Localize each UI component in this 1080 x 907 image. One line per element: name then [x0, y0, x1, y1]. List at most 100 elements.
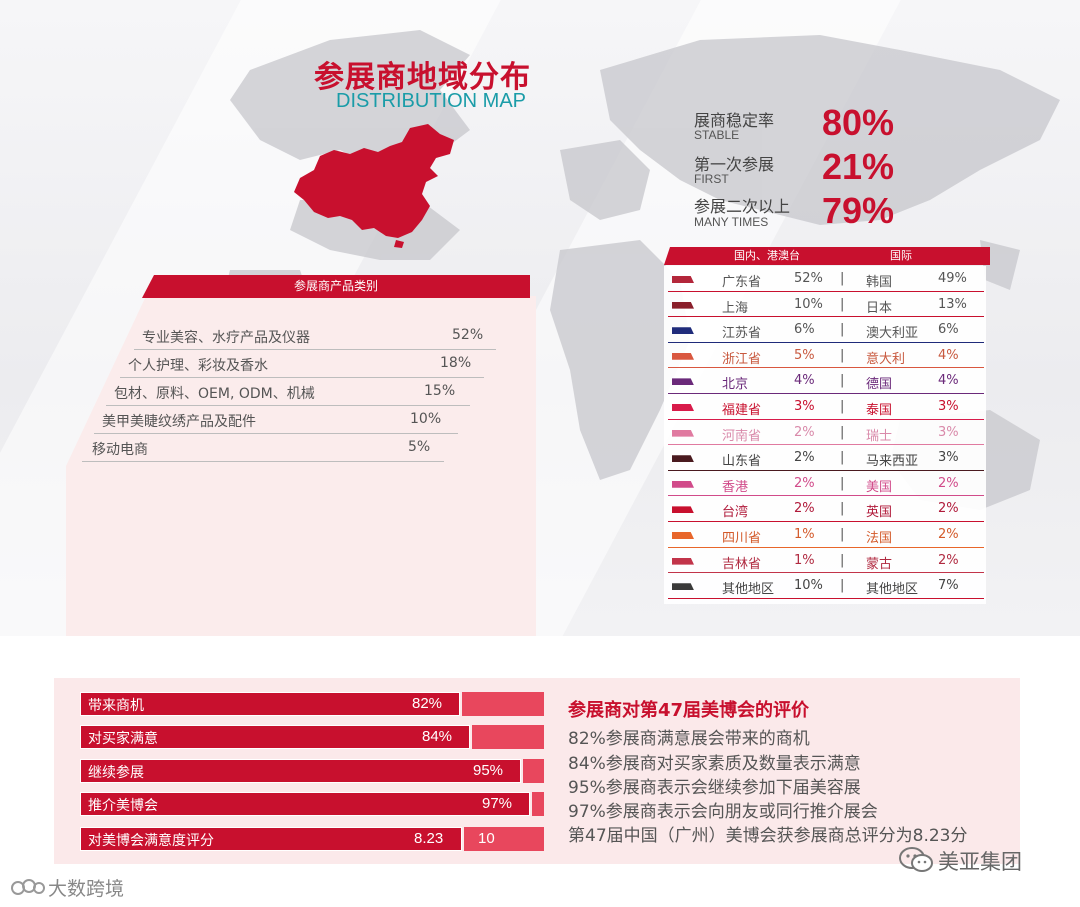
region-color-swatch	[672, 532, 694, 539]
stat-label: 第一次参展	[694, 155, 775, 174]
region-international-percent: 4%	[938, 373, 959, 389]
region-domestic-percent: 52%	[794, 271, 823, 286]
bar-label: 推介美博会	[88, 798, 158, 814]
bar-value-label: 84%	[422, 728, 453, 745]
stat-label: 展商稳定率	[694, 111, 775, 130]
category-percent: 5%	[408, 439, 431, 455]
region-row: 上海 10% | 日本 13%	[668, 292, 984, 318]
category-name: 美甲美睫纹绣产品及配件	[102, 414, 256, 430]
bar-remainder	[462, 692, 544, 716]
region-domestic-name: 江苏省	[722, 326, 762, 342]
region-color-swatch	[672, 480, 694, 488]
region-row: 北京 4% | 德国 4%	[668, 368, 984, 394]
region-international-name: 瑞士	[866, 428, 893, 444]
region-international-percent: 2%	[938, 501, 959, 517]
bar-label: 对买家满意	[88, 731, 158, 747]
region-row: 江苏省 6% | 澳大利亚 6%	[668, 317, 984, 343]
region-domestic-percent: 2%	[794, 501, 815, 517]
region-domestic-name: 上海	[722, 300, 749, 316]
region-color-swatch	[672, 276, 694, 283]
region-separator: |	[840, 271, 845, 286]
evaluation-line: 97%参展商表示会向朋友或同行推介展会	[568, 802, 878, 822]
region-domestic-name: 其他地区	[722, 582, 775, 598]
region-domestic-name: 台湾	[722, 505, 749, 521]
bar-fill	[80, 692, 460, 716]
stat-value: 80%	[822, 102, 895, 143]
bar-fill	[80, 827, 462, 851]
page-subtitle: DISTRIBUTION MAP	[336, 90, 527, 112]
stat-value: 79%	[822, 190, 895, 231]
region-separator: |	[840, 552, 845, 568]
region-row: 山东省 2% | 马来西亚 3%	[668, 445, 984, 471]
region-separator: |	[840, 347, 845, 363]
category-percent: 18%	[440, 355, 472, 371]
bar-item: 推介美博会 97%	[80, 792, 544, 816]
region-color-swatch	[672, 429, 694, 437]
evaluation-line: 84%参展商对买家素质及数量表示满意	[568, 754, 861, 774]
region-international-name: 英国	[866, 505, 893, 521]
region-domestic-name: 四川省	[722, 531, 762, 546]
region-row: 河南省 2% | 瑞士 3%	[668, 420, 984, 446]
region-international-name: 韩国	[866, 275, 893, 290]
bar-item: 对买家满意 84%	[80, 725, 544, 749]
category-percent: 15%	[424, 383, 456, 399]
region-color-swatch	[672, 301, 694, 309]
category-percent: 52%	[452, 327, 484, 343]
region-domestic-name: 浙江省	[722, 351, 762, 367]
stat-label: 参展二次以上	[694, 197, 791, 216]
evaluation-line: 第47届中国（广州）美博会获参展商总评分为8.23分	[568, 826, 968, 846]
bar-value-label: 95%	[473, 762, 504, 779]
region-international-percent: 4%	[938, 347, 959, 363]
bar-item: 带来商机 82%	[80, 692, 544, 716]
region-separator: |	[840, 424, 845, 440]
bar-fill	[80, 792, 530, 816]
evaluation-line: 82%参展商满意展会带来的商机	[568, 729, 810, 749]
region-separator: |	[840, 399, 845, 414]
bar-label: 带来商机	[88, 698, 144, 714]
category-header: 参展商产品类别	[142, 275, 530, 298]
bar-remainder	[472, 725, 544, 749]
region-international-percent: 2%	[938, 475, 959, 491]
region-color-swatch	[672, 378, 694, 386]
region-table-background	[664, 266, 986, 604]
region-domestic-percent: 6%	[794, 322, 815, 338]
region-color-swatch	[672, 327, 694, 335]
region-row: 福建省 3% | 泰国 3%	[668, 394, 984, 420]
region-domestic-name: 福建省	[722, 403, 762, 418]
region-separator: |	[840, 450, 845, 466]
region-separator: |	[840, 296, 845, 312]
bar-label: 继续参展	[88, 765, 144, 781]
region-color-swatch	[672, 404, 694, 411]
footer-source: 大数跨境	[48, 878, 125, 900]
category-name: 包材、原料、OEM, ODM、机械	[114, 386, 315, 402]
category-panel-background	[66, 296, 536, 636]
region-international-name: 德国	[866, 377, 893, 393]
bar-remainder	[523, 759, 544, 783]
region-row: 香港 2% | 美国 2%	[668, 471, 984, 497]
region-international-percent: 49%	[938, 271, 967, 286]
evaluation-title: 参展商对第47届美博会的评价	[568, 700, 810, 721]
bar-value-label: 8.23	[414, 830, 444, 847]
region-row: 台湾 2% | 英国 2%	[668, 496, 984, 522]
region-international-percent: 3%	[938, 450, 959, 466]
stat-value: 21%	[822, 146, 895, 187]
region-international-percent: 6%	[938, 322, 959, 338]
category-name: 个人护理、彩妆及香水	[128, 358, 268, 374]
region-row: 浙江省 5% | 意大利 4%	[668, 343, 984, 369]
china-map-icon	[294, 124, 454, 248]
brand-logo-icon	[11, 879, 45, 895]
region-domestic-percent: 2%	[794, 424, 815, 440]
category-row: 专业美容、水疗产品及仪器 52%	[134, 324, 496, 350]
region-international-percent: 2%	[938, 552, 959, 568]
region-separator: |	[840, 527, 845, 542]
region-domestic-percent: 1%	[794, 527, 815, 542]
region-domestic-percent: 10%	[794, 578, 823, 594]
bar-fill	[80, 759, 521, 783]
bar-remainder	[532, 792, 544, 816]
region-separator: |	[840, 475, 845, 491]
region-color-swatch	[672, 352, 694, 360]
region-international-name: 蒙古	[866, 556, 893, 572]
region-domestic-percent: 4%	[794, 373, 815, 389]
region-domestic-name: 吉林省	[722, 556, 762, 572]
region-international-name: 意大利	[866, 351, 906, 367]
